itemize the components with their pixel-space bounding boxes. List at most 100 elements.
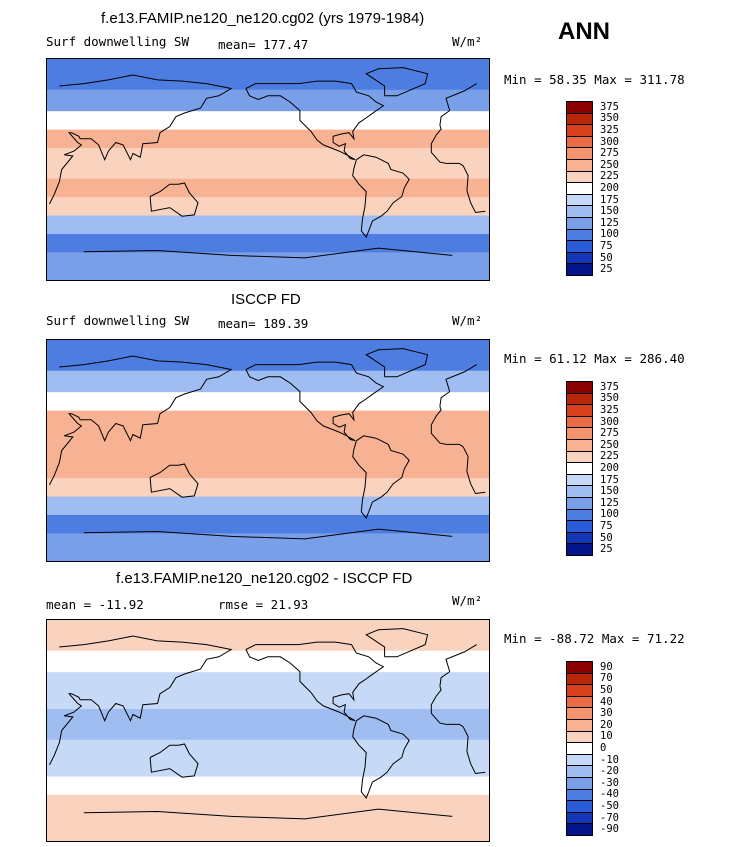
panel1-variable-label: Surf downwelling SW [46, 34, 189, 49]
lat-band-cell [47, 340, 489, 372]
colorbar-label: 100 [600, 228, 619, 241]
lat-band-cell [47, 794, 489, 814]
coastline [231, 528, 453, 540]
lat-band-cell [47, 215, 489, 235]
colorbar-label: 50 [600, 251, 613, 264]
coastline [439, 83, 477, 126]
colorbar-label: 175 [600, 193, 619, 206]
lat-band-cell [47, 459, 489, 479]
lat-band-cell [47, 111, 489, 131]
colorbar-label: 325 [600, 124, 619, 136]
lat-band-cell [47, 758, 489, 778]
lat-band-cell [47, 496, 489, 516]
panel3-units: W/m² [452, 593, 483, 608]
panel2-title: ISCCP FD [231, 291, 301, 308]
colorbar-label: 125 [600, 496, 619, 509]
panel3-title: f.e13.FAMIP.ne120_ne120.cg02 - ISCCP FD [116, 570, 413, 587]
lat-band-cell [47, 709, 489, 725]
coastline [439, 644, 477, 687]
coastline [83, 249, 232, 256]
colorbar-label: 275 [600, 427, 619, 440]
lat-band-cell [47, 233, 489, 253]
colorbar-label: -40 [600, 788, 619, 801]
colorbar-swatch [566, 543, 593, 556]
coastline [430, 686, 486, 775]
panel2-units: W/m² [452, 313, 483, 328]
colorbar-label: 90 [600, 660, 613, 673]
coastline [49, 74, 233, 205]
colorbar-label: 70 [600, 672, 613, 685]
coastline [245, 80, 385, 161]
coastline [430, 406, 486, 495]
coastline [352, 435, 410, 519]
colorbar-label: 25 [600, 543, 613, 556]
coastline [83, 530, 232, 537]
lat-band-cell [47, 739, 489, 759]
lat-band-cell [47, 59, 489, 91]
lat-band-cell [47, 392, 489, 412]
colorbar-label: 250 [600, 438, 619, 451]
colorbar-label: 75 [600, 240, 613, 252]
lat-band-cell [47, 410, 489, 430]
coastline [49, 355, 233, 486]
lat-band-cell [47, 690, 489, 710]
coastline [365, 628, 429, 658]
colorbar-label: 375 [600, 380, 619, 393]
lat-band-cell [47, 163, 489, 180]
colorbar-label: 0 [600, 742, 607, 754]
panel2-map [46, 339, 490, 562]
panel3-map [46, 619, 490, 842]
lat-band-cell [47, 148, 489, 164]
colorbar-label: 200 [600, 182, 619, 194]
coastline [149, 463, 199, 498]
coastline [352, 154, 410, 238]
colorbar-label: 300 [600, 135, 619, 148]
colorbar-label: 250 [600, 158, 619, 171]
coastline [245, 641, 385, 722]
map-svg [47, 59, 489, 280]
colorbar-label: 300 [600, 415, 619, 428]
season-label: ANN [558, 18, 610, 45]
map-svg [47, 340, 489, 561]
colorbar-label: 25 [600, 263, 613, 276]
panel2-variable-label: Surf downwelling SW [46, 313, 189, 328]
panel1-title: f.e13.FAMIP.ne120_ne120.cg02 (yrs 1979-1… [101, 10, 425, 27]
panel3-mean: mean = -11.92 [46, 597, 144, 612]
colorbar-label: 75 [600, 520, 613, 532]
lat-band-cell [47, 650, 489, 673]
coastline [352, 715, 410, 799]
colorbar-label: 225 [600, 170, 619, 183]
colorbar-label: 275 [600, 147, 619, 160]
colorbar-label: -90 [600, 823, 619, 836]
colorbar-label: -20 [600, 765, 619, 778]
colorbar-label: 30 [600, 707, 613, 720]
lat-band-cell [47, 776, 489, 796]
colorbar-label: 225 [600, 450, 619, 463]
colorbar-label: 175 [600, 473, 619, 486]
colorbar-label: 100 [600, 508, 619, 521]
coastline [149, 743, 199, 778]
map-svg [47, 620, 489, 841]
panel1-map [46, 58, 490, 281]
panel2-minmax: Min = 61.12 Max = 286.40 [504, 351, 685, 366]
panel1-units: W/m² [452, 34, 483, 49]
colorbar-label: 325 [600, 404, 619, 416]
panel3-minmax: Min = -88.72 Max = 71.22 [504, 631, 685, 646]
colorbar-label: 150 [600, 205, 619, 218]
lat-band-cell [47, 620, 489, 652]
panel2-mean: mean= 189.39 [218, 316, 309, 331]
coastline [430, 125, 486, 214]
coastline [231, 247, 453, 259]
panel1-colorbar: 375 350 325 300 275 250 225 200 175 150 125 100 75 50… [566, 100, 646, 276]
colorbar-label: 375 [600, 100, 619, 113]
colorbar-label: 50 [600, 531, 613, 544]
coastline [365, 348, 429, 378]
colorbar-label: 350 [600, 392, 619, 405]
coastline [245, 361, 385, 442]
coastline [83, 810, 232, 817]
panel1-minmax: Min = 58.35 Max = 311.78 [504, 72, 685, 87]
colorbar-label: 50 [600, 684, 613, 696]
colorbar-label: 200 [600, 462, 619, 474]
colorbar-label: 150 [600, 485, 619, 498]
lat-band-cell [47, 672, 489, 692]
